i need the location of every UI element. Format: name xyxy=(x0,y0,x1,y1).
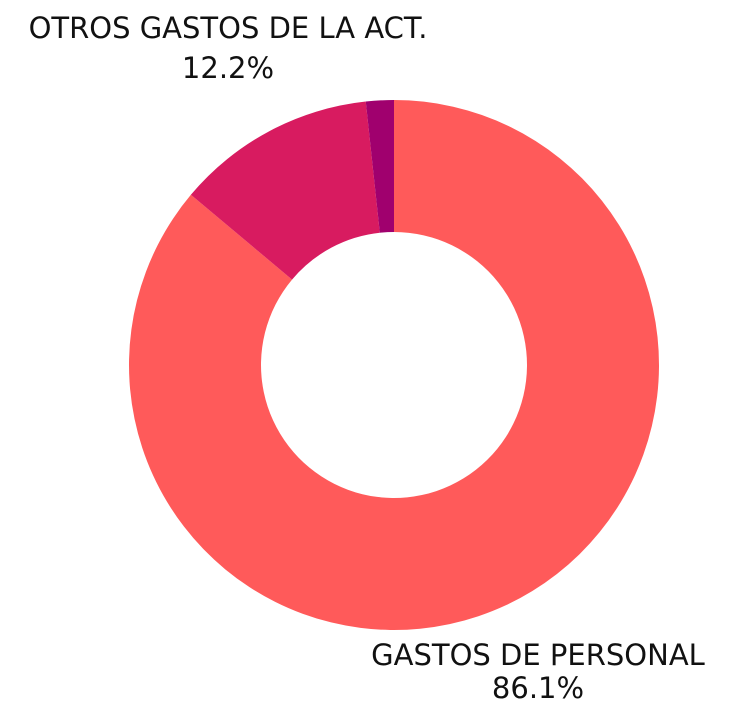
donut-segment xyxy=(190,101,380,280)
segment-value-label: 86.1% xyxy=(492,671,584,705)
segment-label: OTROS GASTOS DE LA ACT. xyxy=(29,11,428,45)
segment-value-label: 12.2% xyxy=(182,51,274,85)
donut-segment xyxy=(128,100,659,630)
segment-label: GASTOS DE PERSONAL xyxy=(371,638,705,672)
donut-segment xyxy=(365,100,394,233)
